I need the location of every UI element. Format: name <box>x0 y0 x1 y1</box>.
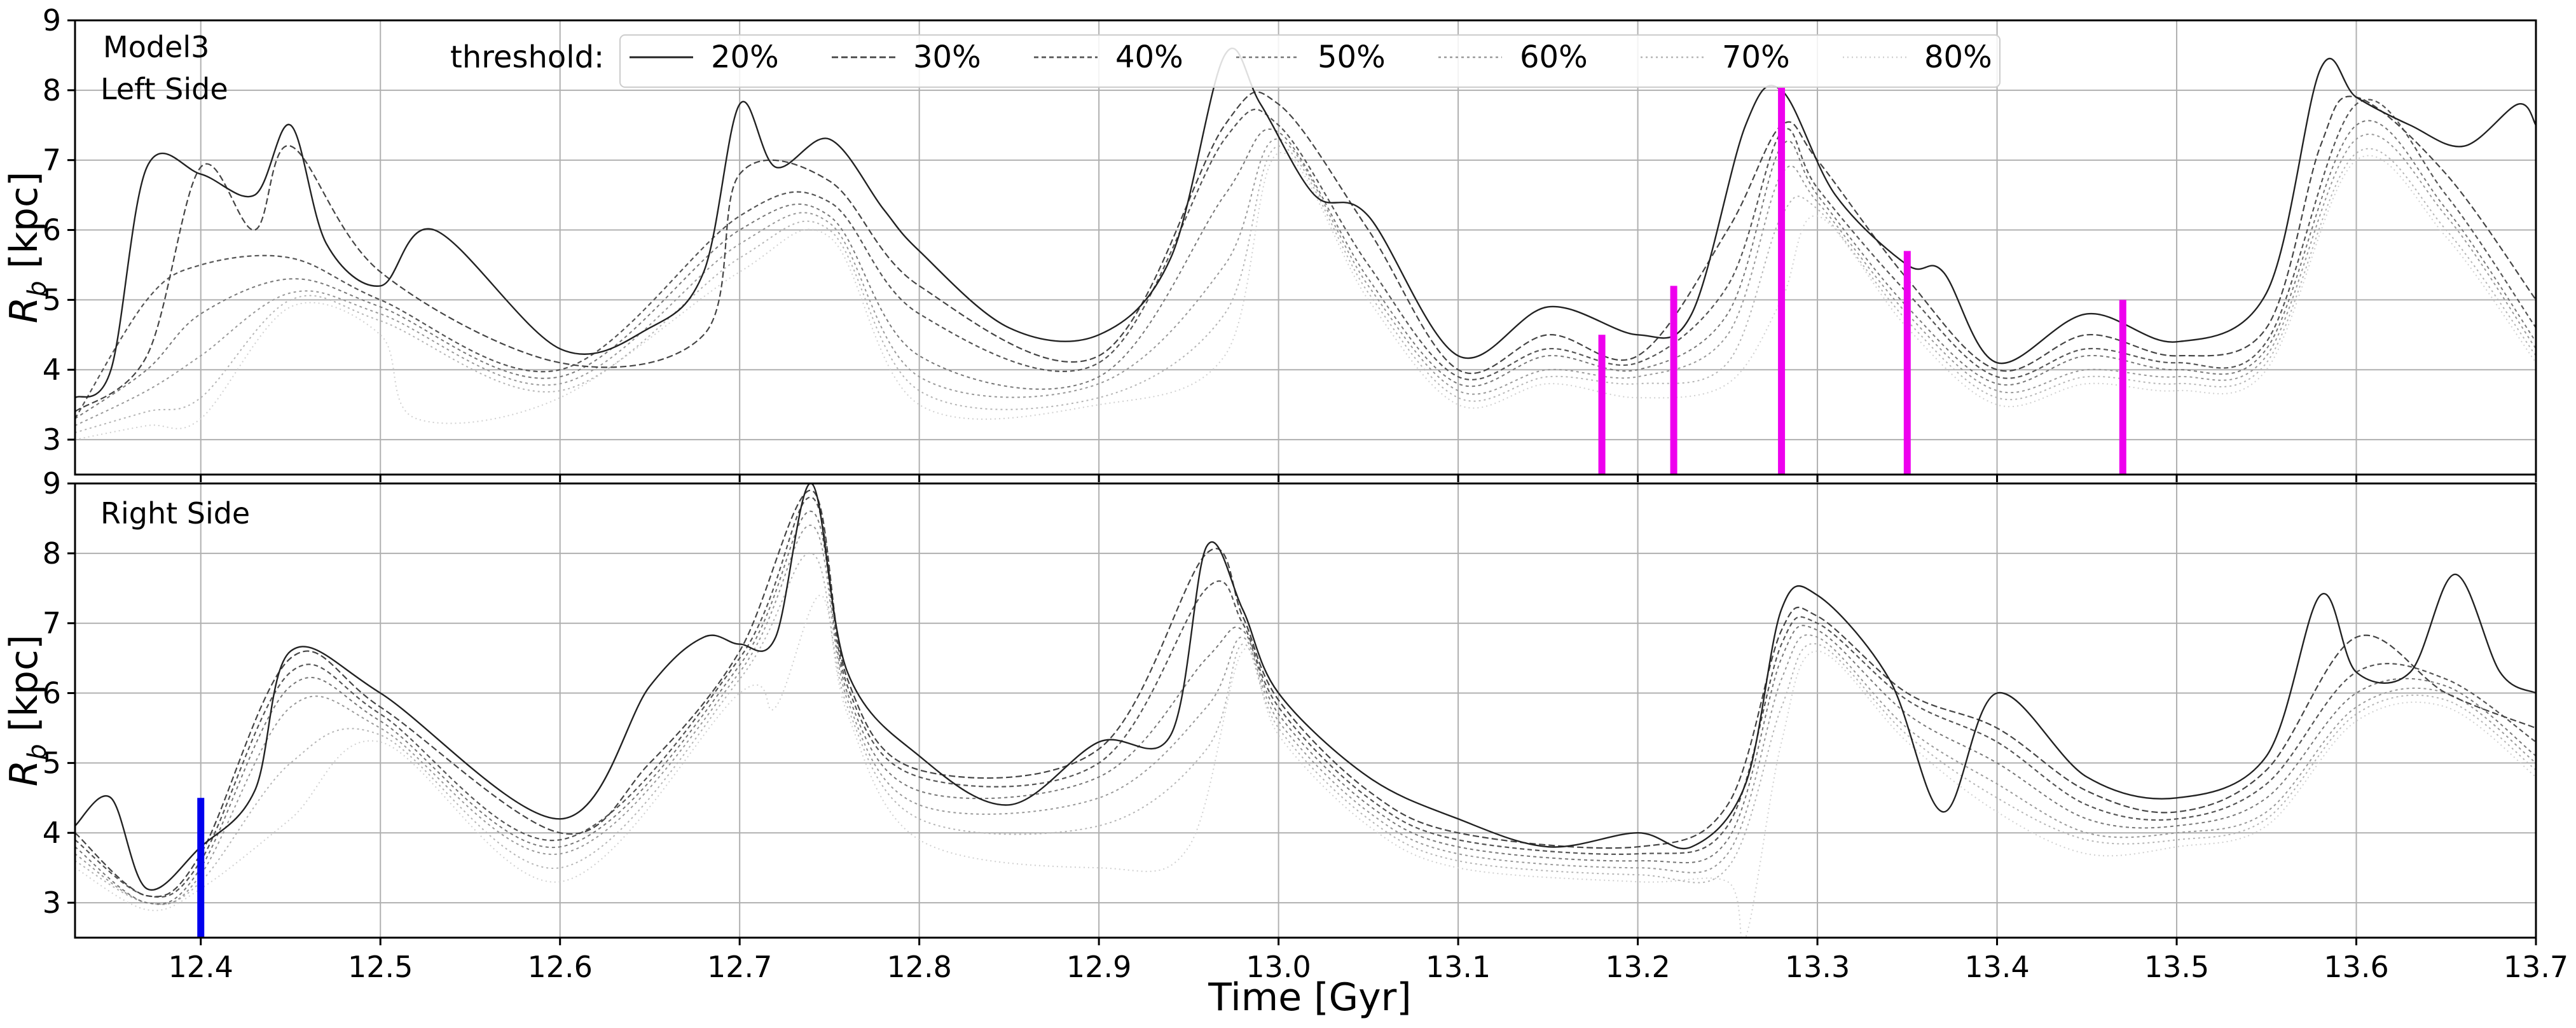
bottom-ytick-label-8: 8 <box>43 536 61 571</box>
top-markers <box>1598 87 2126 475</box>
legend-label-50%: 50% <box>1318 39 1386 75</box>
bottom-panel: 3 4 5 6 7 8 9 12.4 12.5 12.6 12.7 12.8 12.9 13.0 13.1… <box>2 466 2568 1020</box>
top-series-line-70% <box>75 145 2536 434</box>
xtick-label-2: 12.6 <box>527 950 592 984</box>
xtick-label-3: 12.7 <box>707 950 772 984</box>
bottom-ytick-label-3: 3 <box>43 886 61 920</box>
top-ytick-label-8: 8 <box>43 73 61 108</box>
legend-label-70%: 70% <box>1722 39 1790 75</box>
top-series-line-30% <box>75 91 2536 412</box>
bottom-ytick-label-4: 4 <box>43 816 61 850</box>
top-plot-frame <box>74 19 2537 476</box>
bottom-ylabel: Rb [kpc] <box>2 635 52 787</box>
top-series-line-60% <box>75 134 2536 427</box>
bottom-y-ticks: 3 4 5 6 7 8 9 <box>43 466 75 920</box>
bottom-series-line-20% <box>75 483 2536 891</box>
legend-title: threshold: <box>450 39 604 75</box>
top-series-line-80% <box>75 152 2536 441</box>
xtick-label-12: 13.6 <box>2324 950 2388 984</box>
xtick-label-8: 13.2 <box>1605 950 1670 984</box>
bottom-series <box>75 483 2536 938</box>
legend-label-60%: 60% <box>1520 39 1588 75</box>
xtick-label-1: 12.5 <box>348 950 413 984</box>
bottom-ytick-label-9: 9 <box>43 466 61 501</box>
top-ytick-label-5: 5 <box>43 282 61 317</box>
model-annotation: Model3 <box>103 30 209 64</box>
top-ytick-label-9: 9 <box>43 3 61 38</box>
bottom-series-line-50% <box>75 510 2536 905</box>
bottom-ytick-label-7: 7 <box>43 606 61 641</box>
bottom-ytick-label-6: 6 <box>43 676 61 711</box>
xlabel: Time [Gyr] <box>1208 975 1411 1020</box>
right-side-annotation: Right Side <box>100 496 250 531</box>
legend: threshold: 20% 30% 40% 50% 60% 70% 80% <box>450 34 2001 88</box>
top-series <box>75 47 2536 441</box>
top-ytick-label-4: 4 <box>43 352 61 387</box>
top-ytick-label-6: 6 <box>43 213 61 247</box>
legend-label-40%: 40% <box>1115 39 1183 75</box>
xtick-label-4: 12.8 <box>886 950 951 984</box>
top-ytick-label-7: 7 <box>43 143 61 177</box>
bottom-series-line-60% <box>75 524 2536 905</box>
xtick-label-9: 13.3 <box>1785 950 1850 984</box>
legend-entries: 20% 30% 40% 50% 60% 70% 80% <box>630 39 1992 75</box>
legend-label-30%: 30% <box>913 39 981 75</box>
bottom-series-line-70% <box>75 552 2536 905</box>
bottom-x-ticks: 12.4 12.5 12.6 12.7 12.8 12.9 13.0 13.1 13.2 13.3… <box>169 938 2568 984</box>
xtick-label-5: 12.9 <box>1066 950 1131 984</box>
top-grid <box>75 20 2537 482</box>
bottom-ytick-label-5: 5 <box>43 746 61 780</box>
xtick-label-13: 13.7 <box>2504 950 2568 984</box>
legend-label-20%: 20% <box>711 39 779 75</box>
bottom-plot-frame <box>74 482 2537 939</box>
xtick-label-0: 12.4 <box>169 950 233 984</box>
top-y-ticks: 3 4 5 6 7 8 9 <box>43 3 75 457</box>
xtick-label-6: 13.0 <box>1246 950 1311 984</box>
top-ylabel: Rb [kpc] <box>2 172 52 324</box>
xtick-label-11: 13.5 <box>2144 950 2209 984</box>
top-series-line-40% <box>75 99 2536 419</box>
bottom-grid <box>75 483 2537 938</box>
legend-box <box>619 34 2001 88</box>
left-side-annotation: Left Side <box>100 72 228 106</box>
top-panel: 3 4 5 6 7 8 9 Model3 Left Side Rb [kpc] thresh… <box>2 3 2537 482</box>
top-series-line-20% <box>75 47 2536 399</box>
top-ytick-label-3: 3 <box>43 422 61 457</box>
bottom-series-line-40% <box>75 496 2536 898</box>
top-series-line-50% <box>75 120 2536 419</box>
bottom-series-line-80% <box>75 594 2536 938</box>
xtick-label-10: 13.4 <box>1964 950 2029 984</box>
xtick-label-7: 13.1 <box>1426 950 1491 984</box>
legend-label-80%: 80% <box>1924 39 1992 75</box>
